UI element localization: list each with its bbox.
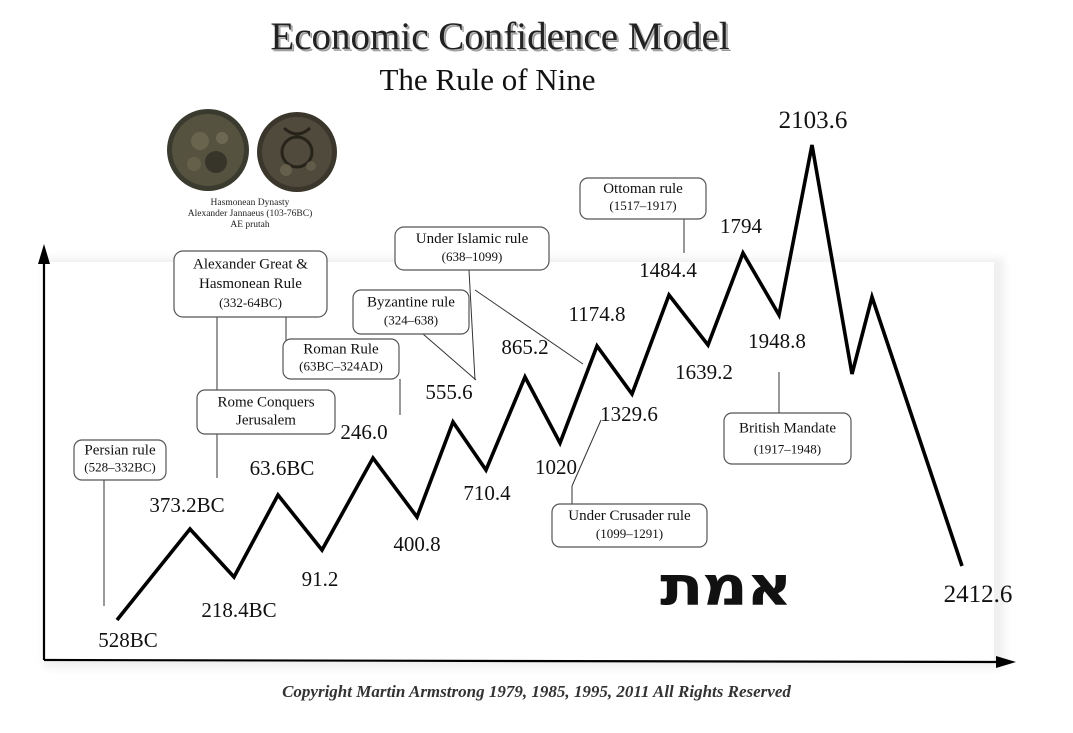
annotation-leader-line [571,419,602,487]
annotation-text: Jerusalem [236,413,296,429]
annotation-text: (63BC–324AD) [299,358,383,373]
point-label: 1948.8 [748,329,806,353]
annotation-boxes: Persian rule(528–332BC) Alexander Great &… [73,177,852,548]
annotation-box [73,439,167,481]
annotation-text: British Mandate [739,420,836,436]
annotation-text: (1099–1291) [596,526,663,541]
point-label: 1484.4 [639,258,697,282]
coin-images [167,109,337,192]
point-labels: 528BC 373.2BC 218.4BC 63.6BC 91.2 246.0 400.8 5… [98,107,1012,652]
annotation-leader-line [468,269,476,381]
annotation-text: (1517–1917) [609,198,676,213]
point-label: 373.2BC [149,493,224,517]
x-axis-line [43,658,1001,664]
hebrew-word-emet: אמת [660,555,793,619]
point-label: 1329.6 [600,402,658,426]
point-label: 1639.2 [675,360,733,384]
annotation-text: Persian rule [84,443,156,459]
coin-caption-line: AE prutah [230,220,270,230]
annotation-text: (332-64BC) [219,295,282,310]
page-subtitle: The Rule of Nine [379,62,596,97]
coin-caption-line: Hasmonean Dynasty [210,198,290,208]
annotation-text: (528–332BC) [84,459,156,474]
annotation-leader-line [422,333,477,381]
annotation-text: Hasmonean Rule [199,276,302,292]
point-label: 218.4BC [201,598,276,622]
point-label: 1174.8 [569,302,626,326]
annotation-box [551,503,708,548]
annotation-text: (324–638) [384,313,438,328]
point-label: 63.6BC [250,456,315,480]
point-label: 865.2 [501,335,548,359]
y-axis-arrow [38,244,50,264]
plot-area [44,262,994,662]
annotation-text: Rome Conquers [217,394,314,410]
annotation-text: Roman Rule [303,342,379,358]
annotation-box [352,289,470,335]
annotation-box [394,226,550,271]
annotation-text: (638–1099) [442,249,503,264]
point-label: 1794 [720,214,763,238]
point-label: 528BC [98,628,158,652]
annotation-text: (1917–1948) [754,442,821,457]
point-label: 2412.6 [944,581,1013,608]
coin-obverse-image [167,109,249,191]
point-label: 2103.6 [779,107,848,134]
copyright-notice: Copyright Martin Armstrong 1979, 1985, 1… [282,682,791,701]
annotation-text: Under Crusader rule [568,508,691,524]
coin-reverse-image [257,112,337,192]
annotation-text: Ottoman rule [603,181,683,197]
point-label: 91.2 [302,567,339,591]
coin-caption: Hasmonean Dynasty Alexander Jannaeus (10… [160,198,340,231]
axes [38,244,1016,668]
page-title: Economic Confidence Model [270,15,730,58]
coin-caption-line: Alexander Jannaeus (103-76BC) [187,209,313,219]
annotation-leader-line [474,289,584,365]
annotation-text: Alexander Great & [193,256,308,272]
annotation-box [196,389,336,435]
point-label: 710.4 [463,481,511,505]
point-label: 555.6 [425,380,472,404]
point-label: 246.0 [340,420,387,444]
annotation-text: Under Islamic rule [416,231,529,247]
annotation-box [579,177,707,220]
annotation-box [173,250,328,318]
series-line [115,144,964,622]
annotation-text: Byzantine rule [367,294,455,310]
point-label: 1020 [535,455,577,479]
point-label: 400.8 [393,532,440,556]
annotation-box [723,412,852,465]
x-axis-arrow [996,656,1016,668]
annotation-box [282,338,400,380]
